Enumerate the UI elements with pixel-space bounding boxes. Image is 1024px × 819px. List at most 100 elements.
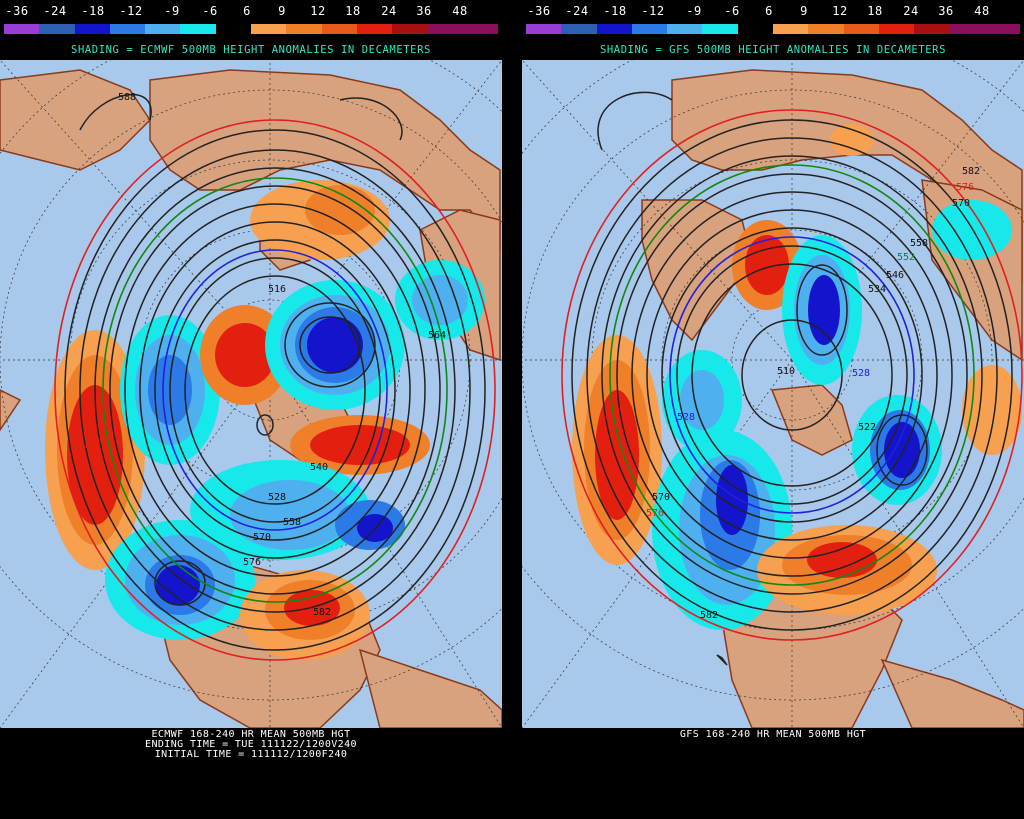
colorbar-swatch — [109, 24, 146, 34]
scale-label: -9 — [686, 4, 702, 18]
scale-label: -36 — [527, 4, 551, 18]
contour-label: 528 — [268, 492, 286, 503]
colorbar-swatch — [808, 24, 844, 34]
colorbar-swatch — [215, 24, 251, 34]
colorbar-swatch — [667, 24, 703, 34]
contour-label: 588 — [118, 92, 136, 103]
colorbar-swatch — [74, 24, 110, 34]
scale-label: -12 — [641, 4, 665, 18]
colorbar-swatch — [526, 24, 562, 34]
colorbar-swatch — [561, 24, 597, 34]
anomaly-scale-labels: -36 -24 -18 -12 -9 -6 6 9 12 18 24 36 48 — [0, 4, 502, 20]
colorbar-swatch — [878, 24, 915, 34]
contour-label: 576 — [646, 508, 664, 519]
contour-label: 570 — [952, 198, 970, 209]
footer-line: ENDING TIME = TUE 111122/1200V240 — [145, 739, 357, 750]
contour-label: 546 — [886, 270, 904, 281]
scale-label: 6 — [765, 4, 773, 18]
contour-label: 552 — [897, 252, 915, 263]
scale-label: 6 — [243, 4, 251, 18]
ecmwf-footer: ECMWF 168-240 HR MEAN 500MB HGT ENDING T… — [0, 730, 502, 760]
scale-label: 9 — [278, 4, 286, 18]
colorbar-swatch — [392, 24, 428, 34]
scale-label: 48 — [452, 4, 468, 18]
scale-label: -24 — [43, 4, 67, 18]
contour-label: 528 — [852, 368, 870, 379]
colorbar-swatch — [356, 24, 393, 34]
colorbar-swatch — [286, 24, 322, 34]
scale-label: -18 — [603, 4, 627, 18]
contour-label: 570 — [652, 492, 670, 503]
contour-label: 570 — [253, 532, 271, 543]
scale-label: 36 — [416, 4, 432, 18]
colorbar-swatch — [4, 24, 40, 34]
contour-label: 582 — [313, 607, 331, 618]
scale-label: 9 — [800, 4, 808, 18]
gfs-footer: GFS 168-240 HR MEAN 500MB HGT — [522, 730, 1024, 740]
colorbar-swatch — [949, 24, 985, 34]
contour-label: 510 — [777, 366, 795, 377]
shading-title: SHADING = GFS 500MB HEIGHT ANOMALIES IN … — [599, 44, 947, 56]
colorbar-swatch — [702, 24, 738, 34]
scale-label: 12 — [832, 4, 848, 18]
scale-label: -36 — [5, 4, 29, 18]
colorbar-swatch — [427, 24, 463, 34]
colorbar-swatch — [462, 24, 498, 34]
colorbar-swatch — [737, 24, 773, 34]
contour-label: 540 — [310, 462, 328, 473]
contour-label: 558 — [910, 238, 928, 249]
scale-label: 24 — [903, 4, 919, 18]
colorbar-swatch — [843, 24, 879, 34]
scale-label: 24 — [381, 4, 397, 18]
colored-contours — [561, 109, 1023, 641]
height-contours — [64, 93, 486, 651]
anomaly-colorbar — [4, 24, 498, 34]
scale-label: 12 — [310, 4, 326, 18]
colorbar-swatch — [39, 24, 75, 34]
colorbar-swatch — [914, 24, 950, 34]
colorbar-swatch — [180, 24, 216, 34]
contour-label: 534 — [868, 284, 886, 295]
contour-labels: 582 576 570 558 552 546 534 528 510 528 … — [646, 166, 980, 621]
contour-label: 516 — [268, 284, 286, 295]
colored-contours — [54, 119, 496, 661]
contour-label: 564 — [428, 330, 446, 341]
gfs-map: 582 576 570 558 552 546 534 528 510 528 … — [522, 60, 1024, 728]
contour-label: 576 — [243, 557, 261, 568]
scale-label: 18 — [867, 4, 883, 18]
colorbar-swatch — [631, 24, 668, 34]
scale-label: -6 — [724, 4, 740, 18]
footer-line: GFS 168-240 HR MEAN 500MB HGT — [679, 729, 867, 740]
contour-label: 528 — [677, 412, 695, 423]
colorbar-swatch — [250, 24, 287, 34]
anomaly-colorbar — [526, 24, 1020, 34]
height-contours — [571, 91, 1013, 666]
colorbar-swatch — [984, 24, 1020, 34]
footer-line: INITIAL TIME = 111112/1200F240 — [154, 749, 348, 760]
contour-label: 522 — [858, 422, 876, 433]
ecmwf-panel: -36 -24 -18 -12 -9 -6 6 9 12 18 24 36 48… — [0, 0, 502, 819]
shading-title: SHADING = ECMWF 500MB HEIGHT ANOMALIES I… — [71, 44, 431, 56]
scale-label: 36 — [938, 4, 954, 18]
colorbar-swatch — [596, 24, 632, 34]
contour-labels: 588 516 564 528 576 558 540 582 570 — [118, 92, 446, 618]
scale-label: 48 — [974, 4, 990, 18]
contour-label: 582 — [700, 610, 718, 621]
contour-label: 582 — [962, 166, 980, 177]
contour-label: 576 — [956, 182, 974, 193]
scale-label: -9 — [164, 4, 180, 18]
colorbar-swatch — [772, 24, 809, 34]
panel-divider — [502, 0, 522, 819]
footer-line: ECMWF 168-240 HR MEAN 500MB HGT — [151, 729, 351, 740]
gfs-panel: -36 -24 -18 -12 -9 -6 6 9 12 18 24 36 48… — [522, 0, 1024, 819]
scale-label: -12 — [119, 4, 143, 18]
scale-label: -18 — [81, 4, 105, 18]
scale-label: -24 — [565, 4, 589, 18]
colorbar-swatch — [145, 24, 181, 34]
scale-label: -6 — [202, 4, 218, 18]
ecmwf-map: 588 516 564 528 576 558 540 582 570 — [0, 60, 502, 728]
anomaly-scale-labels: -36 -24 -18 -12 -9 -6 6 9 12 18 24 36 48 — [522, 4, 1024, 20]
contour-label: 558 — [283, 517, 301, 528]
scale-label: 18 — [345, 4, 361, 18]
colorbar-swatch — [321, 24, 357, 34]
